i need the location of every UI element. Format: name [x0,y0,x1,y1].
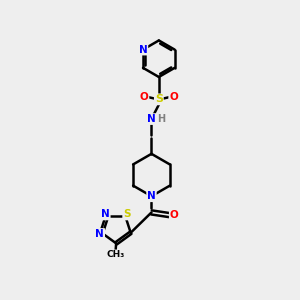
Text: N: N [95,229,104,239]
Text: S: S [123,209,131,220]
Text: N: N [139,45,147,55]
Text: N: N [147,191,156,201]
Text: O: O [170,210,178,220]
Text: S: S [155,94,163,104]
Text: N: N [147,114,156,124]
Text: O: O [140,92,148,102]
Text: N: N [101,209,110,220]
Text: O: O [169,92,178,102]
Text: H: H [157,114,165,124]
Text: CH₃: CH₃ [106,250,125,259]
